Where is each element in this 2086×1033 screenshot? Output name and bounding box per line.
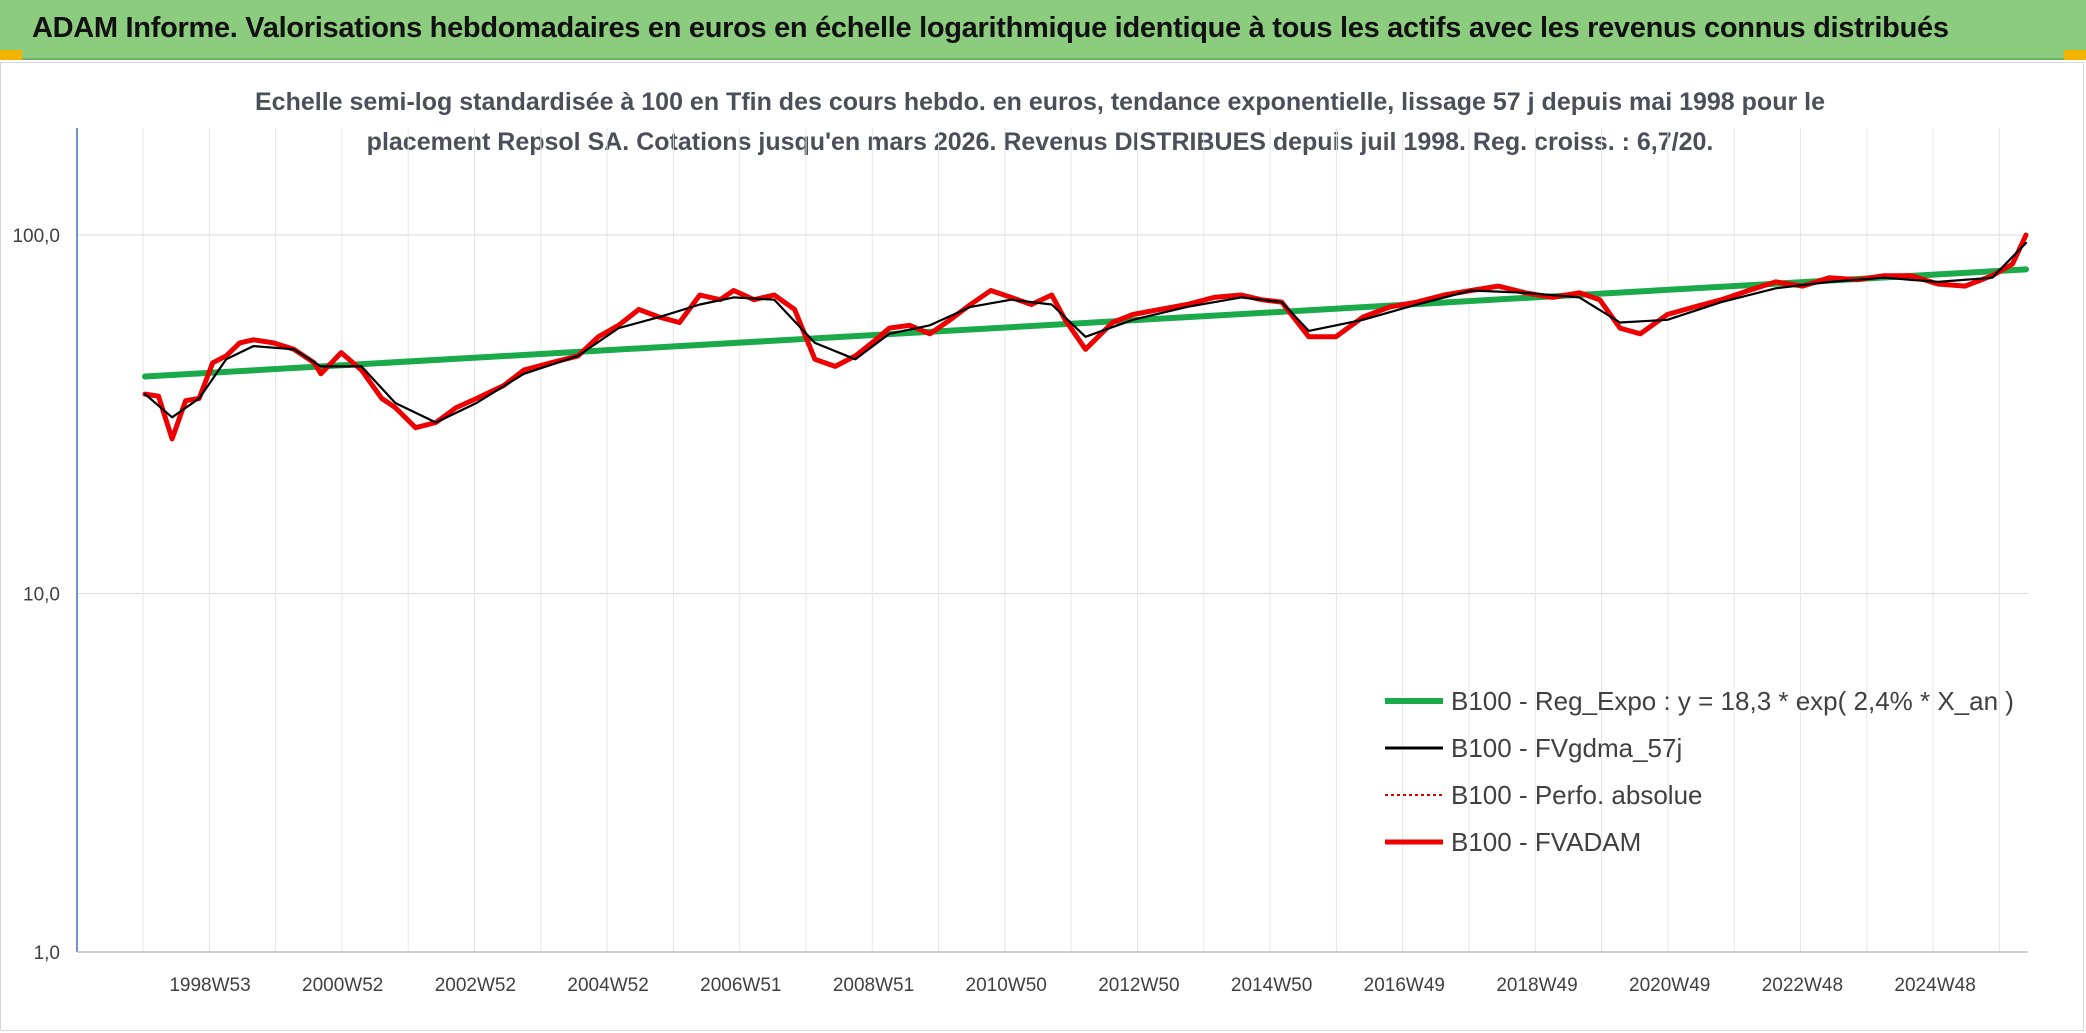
x-tick-label: 2022W48: [1762, 975, 1843, 996]
x-tick-label: 1998W53: [169, 975, 250, 996]
x-tick-label: 2000W52: [302, 975, 383, 996]
series-line-fvgdma: [143, 241, 2028, 424]
x-tick-label: 2010W50: [966, 975, 1047, 996]
x-tick-label: 2016W49: [1364, 975, 1445, 996]
y-tick-labels: 100,0 10,0 1,0: [12, 226, 60, 964]
x-tick-labels: 1998W53 2000W52 2002W52 2004W52 2006W51 2008W…: [169, 975, 1975, 996]
legend: B100 - Reg_Expo : y = 18,3 * exp( 2,4% *…: [1385, 686, 2014, 857]
chart-frame: [0, 62, 2084, 1031]
chart-title-line-1: Echelle semi-log standardisée à 100 en T…: [255, 88, 1825, 116]
x-tick-label: 2024W48: [1894, 975, 1975, 996]
x-tick-label: 2006W51: [700, 975, 781, 996]
legend-label-fvadam: B100 - FVADAM: [1451, 827, 1641, 857]
chart-title-line-2: placement Repsol SA. Cotations jusqu'en …: [366, 128, 1714, 156]
report-title: ADAM Informe. Valorisations hebdomadaire…: [32, 12, 1949, 44]
x-tick-label: 2008W51: [833, 975, 914, 996]
corner-marker: [0, 50, 22, 60]
y-tick-label: 10,0: [23, 585, 60, 606]
x-tick-label: 2002W52: [435, 975, 516, 996]
legend-label-fvgdma: B100 - FVgdma_57j: [1451, 733, 1682, 763]
corner-marker: [2064, 50, 2086, 60]
series-line-reg: [142, 266, 2029, 380]
legend-label-reg: B100 - Reg_Expo : y = 18,3 * exp( 2,4% *…: [1451, 686, 2014, 716]
legend-label-perfo: B100 - Perfo. absolue: [1451, 780, 1703, 810]
x-tick-label: 2014W50: [1231, 975, 1312, 996]
x-tick-label: 2004W52: [567, 975, 648, 996]
series-lines: [142, 232, 2029, 442]
x-tick-label: 2012W50: [1098, 975, 1179, 996]
x-tick-label: 2018W49: [1496, 975, 1577, 996]
x-tick-label: 2020W49: [1629, 975, 1710, 996]
y-tick-label: 100,0: [12, 226, 60, 247]
grid: [77, 128, 2028, 952]
y-tick-label: 1,0: [34, 943, 60, 964]
header-banner: ADAM Informe. Valorisations hebdomadaire…: [0, 0, 2086, 60]
